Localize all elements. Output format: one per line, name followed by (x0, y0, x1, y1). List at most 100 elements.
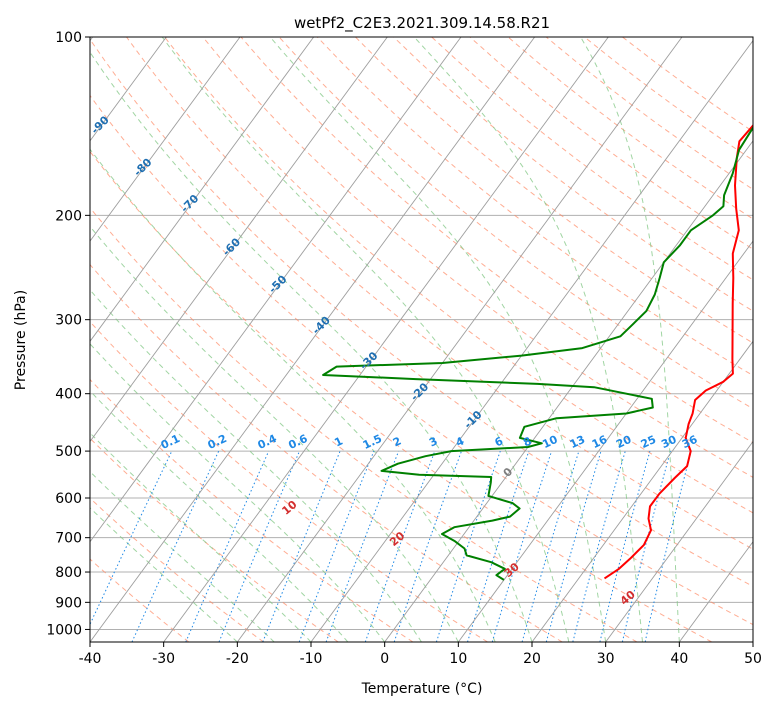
mixing-ratio-label: 0.1 (159, 432, 182, 452)
isotherms (90, 37, 753, 642)
isotherm-label: -10 (461, 408, 484, 431)
mixing-ratio-line (572, 450, 626, 642)
dry-adiabat-line (90, 94, 753, 626)
y-axis: 100 200 300 400 500 600 700 800 900 1000 (46, 30, 90, 638)
mixing-ratio-line (298, 450, 375, 642)
isotherm-label: -20 (408, 380, 431, 403)
mixing-ratio-lines (90, 450, 692, 642)
isotherm-label: -40 (310, 314, 333, 337)
mixing-ratio-line (325, 450, 400, 642)
moist-adiabat-line (90, 507, 238, 642)
y-tick-label: 300 (55, 313, 82, 329)
moist-adiabat-line (269, 37, 607, 642)
chart-title: wetPf2_C2E3.2021.309.14.58.R21 (294, 14, 550, 33)
mixing-ratio-label: 10 (540, 433, 560, 451)
dry-adiabats (90, 37, 753, 642)
mixing-ratio-line (545, 450, 602, 642)
mixing-ratio-label: 1.5 (361, 432, 384, 452)
mixing-ratio-line (393, 450, 462, 642)
dry-adiabat-line (431, 37, 753, 281)
dry-adiabat-line (90, 321, 488, 642)
moist-adiabat-line (413, 37, 643, 642)
dry-adiabat-line (90, 497, 264, 642)
dry-adiabat-label: 10 (279, 498, 299, 518)
temperature-profile-line (603, 124, 753, 580)
isotherm-line (310, 39, 753, 642)
isotherm-label: -60 (220, 235, 243, 258)
isotherm-line (236, 37, 683, 642)
isotherm-line (90, 37, 536, 642)
dry-adiabat-line (90, 558, 190, 642)
pressure-gridlines (90, 37, 753, 630)
dewpoint-profile-line (322, 125, 753, 581)
x-axis: -40 -30 -20 -10 0 10 20 30 40 50 (79, 642, 762, 667)
mixing-ratio-label: 20 (614, 433, 634, 451)
mixing-ratio-line (364, 450, 436, 642)
moist-adiabat-line (90, 432, 312, 642)
isotherm-label: -50 (266, 272, 289, 295)
moist-adiabat-line (90, 148, 496, 642)
isotherm-line (90, 37, 462, 543)
mixing-ratio-label: 36 (680, 433, 700, 451)
moist-adiabat-line (161, 37, 570, 642)
plot-area: -100-90-80-70-60-50-40-30-20-10010203040… (45, 37, 753, 642)
mixing-ratio-label: 2 (391, 434, 403, 449)
isotherm-line (605, 440, 753, 642)
moist-adiabat-line (90, 225, 459, 642)
y-axis-title: Pressure (hPa) (13, 290, 29, 390)
isotherm-label: -100 (45, 67, 74, 96)
x-tick-label: 50 (744, 651, 762, 667)
x-tick-label: -10 (300, 651, 323, 667)
y-tick-label: 1000 (46, 622, 82, 638)
moist-adiabat-line (90, 470, 275, 642)
moist-adiabat-line (90, 343, 386, 642)
dry-adiabat-label: 40 (618, 588, 638, 608)
mixing-ratio-line (621, 450, 671, 642)
y-tick-label: 900 (55, 595, 82, 611)
y-tick-label: 400 (55, 387, 82, 403)
isotherm-label: -90 (89, 113, 112, 136)
x-tick-label: 30 (597, 651, 615, 667)
mixing-ratio-line (131, 450, 220, 642)
mixing-ratio-line (521, 450, 580, 642)
x-axis-title: Temperature (°C) (361, 681, 483, 697)
isotherm-line (163, 37, 609, 642)
x-tick-label: 20 (523, 651, 541, 667)
dry-adiabat-line (278, 37, 753, 410)
dry-adiabat-line (90, 263, 563, 642)
mixing-ratio-line (90, 450, 173, 626)
mixing-ratio-label: 25 (639, 433, 658, 451)
mixing-ratio-line (599, 450, 651, 642)
y-tick-label: 700 (55, 531, 82, 547)
y-tick-label: 100 (55, 30, 82, 46)
dry-adiabat-line (90, 38, 753, 587)
mixing-ratio-line (491, 450, 553, 642)
dry-adiabat-line (507, 37, 753, 220)
y-tick-label: 800 (55, 565, 82, 581)
mixing-ratio-line (218, 450, 300, 642)
moist-adiabat-line (580, 37, 680, 642)
moist-adiabats (90, 37, 680, 642)
isotherm-line (90, 37, 241, 242)
mixing-ratio-label: 6 (493, 434, 506, 449)
isotherm-line (384, 140, 753, 642)
isotherm-label: -70 (178, 192, 201, 215)
mixing-ratio-line (644, 450, 692, 642)
x-tick-label: 10 (449, 651, 467, 667)
dry-adiabat-line (316, 37, 753, 377)
moist-adiabat-line (90, 51, 533, 642)
mixing-ratio-label: 30 (659, 433, 679, 451)
x-tick-label: -40 (79, 651, 102, 667)
isotherm-line (752, 641, 753, 642)
dry-adiabat-line (90, 150, 712, 642)
isotherm-line (457, 240, 753, 642)
mixing-ratio-line (185, 450, 270, 642)
mixing-ratio-label: 4 (454, 434, 467, 449)
mixing-ratio-label: 16 (590, 433, 610, 451)
dry-adiabat-line (90, 437, 339, 642)
y-tick-label: 500 (55, 444, 82, 460)
mixing-ratio-line (262, 450, 341, 642)
isotherm-label: -80 (131, 155, 154, 178)
mixing-ratio-label: 0.2 (206, 432, 229, 452)
